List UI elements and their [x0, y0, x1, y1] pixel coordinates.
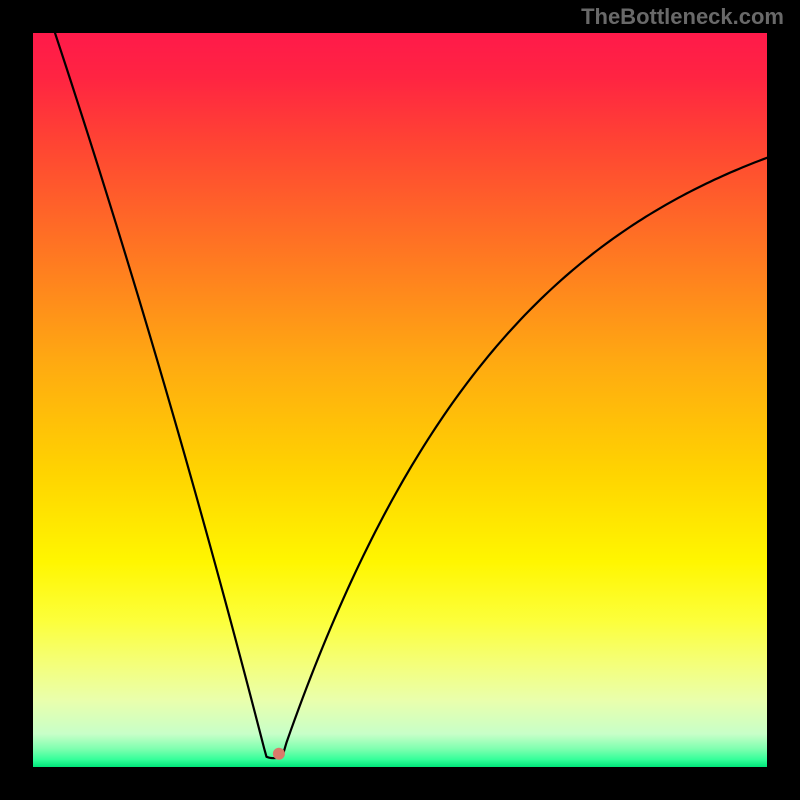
minimum-marker	[273, 748, 285, 760]
watermark-text: TheBottleneck.com	[581, 4, 784, 30]
plot-background	[33, 33, 767, 767]
